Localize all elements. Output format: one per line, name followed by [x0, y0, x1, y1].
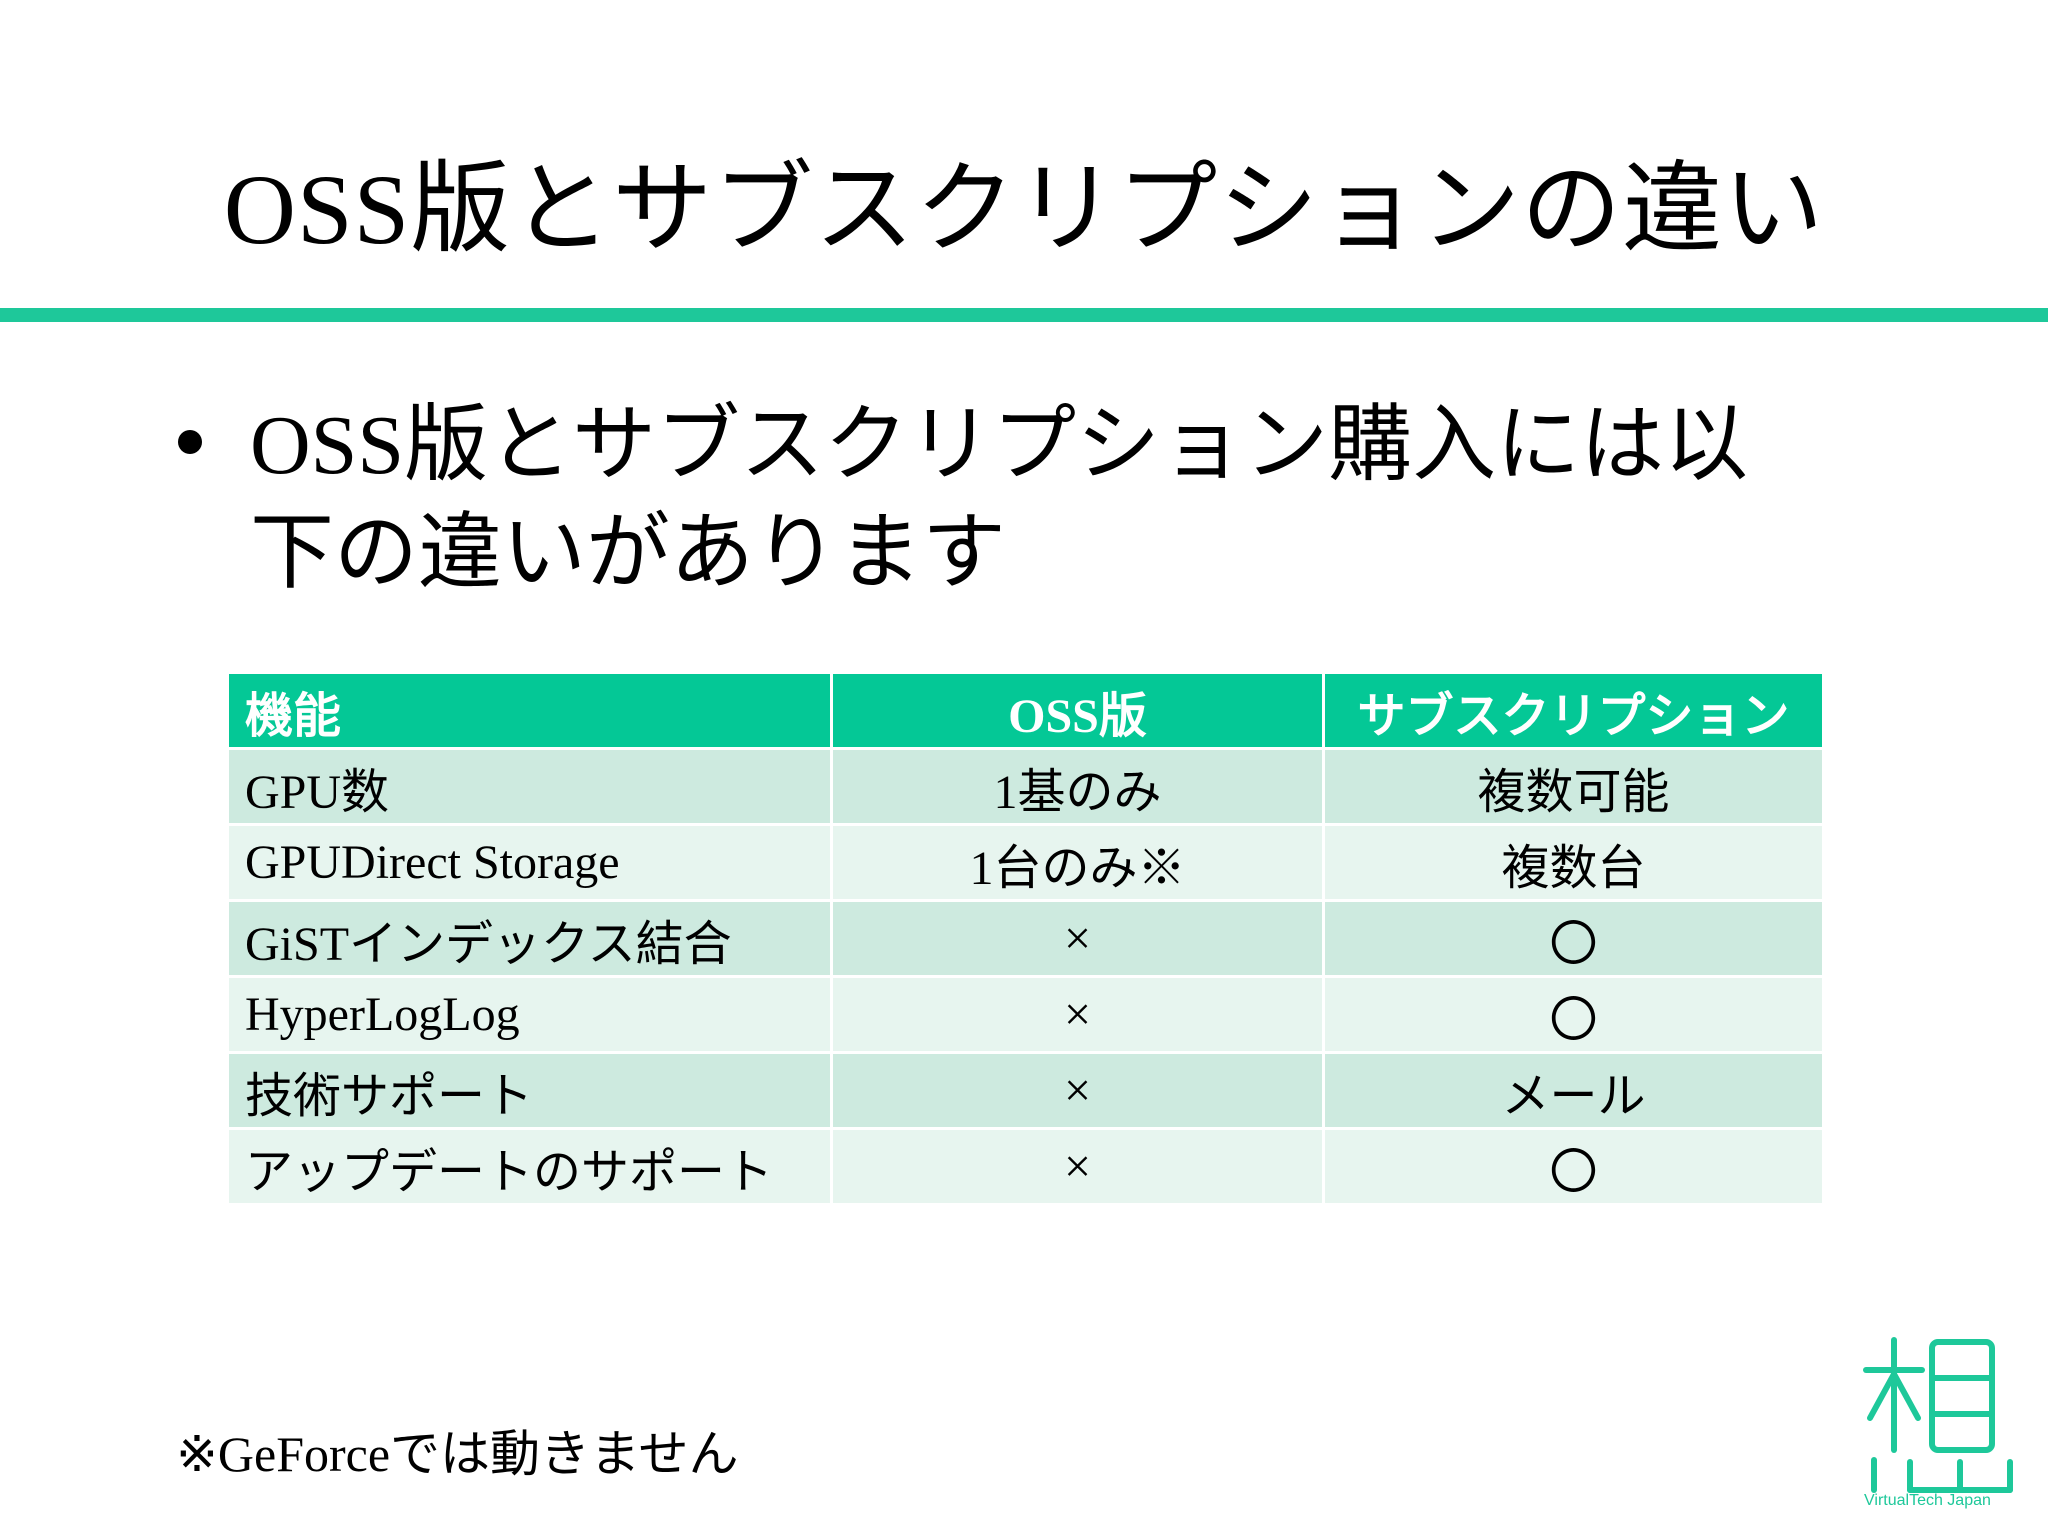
- header-subscription: サブスクリプション: [1322, 671, 1825, 750]
- subscription-cell: 複数台: [1322, 823, 1825, 902]
- table-row: GPUDirect Storage 1台のみ※ 複数台: [226, 823, 1825, 902]
- bullet-text: OSS版とサブスクリプション購入には以下の違いがあります: [250, 399, 1749, 600]
- subscription-cell: 〇: [1322, 975, 1825, 1054]
- table-header-row: 機能 OSS版 サブスクリプション: [226, 671, 1825, 750]
- feature-cell: HyperLogLog: [226, 975, 833, 1054]
- company-logo-icon: [1863, 1337, 2013, 1493]
- comparison-table: 機能 OSS版 サブスクリプション GPU数 1基のみ 複数可能 GPUDire…: [226, 671, 1825, 1206]
- table-row: 技術サポート × メール: [226, 1051, 1825, 1130]
- oss-cell: ×: [830, 1051, 1325, 1130]
- subscription-cell: 複数可能: [1322, 747, 1825, 826]
- table-row: HyperLogLog × 〇: [226, 975, 1825, 1054]
- logo-text: VirtualTech Japan: [1864, 1492, 1991, 1509]
- feature-cell: アップデートのサポート: [226, 1127, 833, 1206]
- table-row: アップデートのサポート × 〇: [226, 1127, 1825, 1206]
- bullet-icon: [178, 430, 202, 454]
- header-feature: 機能: [226, 671, 833, 750]
- oss-cell: 1台のみ※: [830, 823, 1325, 902]
- oss-cell: ×: [830, 899, 1325, 978]
- oss-cell: ×: [830, 975, 1325, 1054]
- feature-cell: GPU数: [226, 747, 833, 826]
- feature-cell: 技術サポート: [226, 1051, 833, 1130]
- slide-title: OSS版とサブスクリプションの違い: [223, 154, 1825, 265]
- subscription-cell: 〇: [1322, 899, 1825, 978]
- title-divider: [0, 308, 2048, 322]
- feature-cell: GiSTインデックス結合: [226, 899, 833, 978]
- table-row: GPU数 1基のみ 複数可能: [226, 747, 1825, 826]
- subscription-cell: 〇: [1322, 1127, 1825, 1206]
- header-oss: OSS版: [830, 671, 1325, 750]
- footnote: ※GeForceでは動きません: [176, 1426, 739, 1482]
- feature-cell: GPUDirect Storage: [226, 823, 833, 902]
- oss-cell: ×: [830, 1127, 1325, 1206]
- subscription-cell: メール: [1322, 1051, 1825, 1130]
- oss-cell: 1基のみ: [830, 747, 1325, 826]
- table-row: GiSTインデックス結合 × 〇: [226, 899, 1825, 978]
